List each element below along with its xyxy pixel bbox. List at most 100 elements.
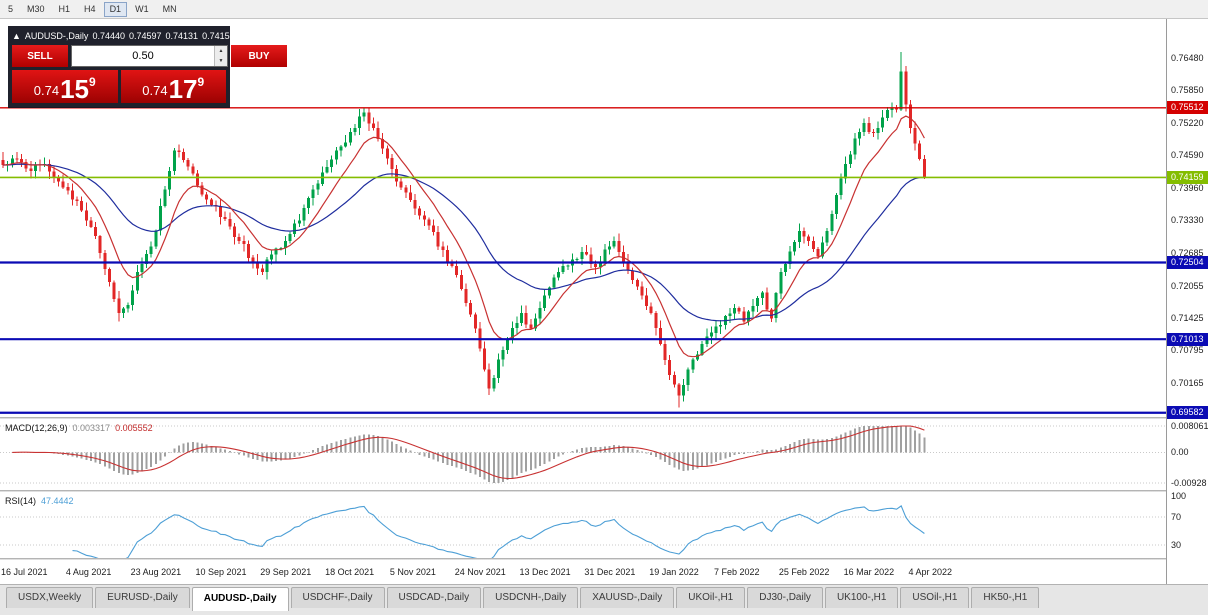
high-value: 0.74597 — [128, 31, 162, 41]
chart-tab-dj30[interactable]: DJ30-,Daily — [747, 587, 823, 608]
time-axis-label: 13 Dec 2021 — [519, 567, 571, 577]
rsi-value: 47.4442 — [41, 496, 74, 506]
open-value: 0.74440 — [92, 31, 125, 41]
ma-slow-line[interactable] — [3, 163, 925, 322]
rsi-axis-label: 100 — [1171, 491, 1187, 501]
price-axis-tick: 0.70165 — [1171, 377, 1204, 388]
timeframe-button-w1[interactable]: W1 — [135, 3, 149, 14]
macd-axis-label: 0.00 — [1171, 447, 1189, 458]
chart-tab-uk100[interactable]: UK100-,H1 — [824, 587, 899, 608]
ask-prefix: 0.74 — [142, 83, 168, 98]
chart-tab-usdcnh[interactable]: USDCNH-,Daily — [483, 587, 579, 608]
macd-signal-line — [12, 425, 925, 480]
macd-histogram — [11, 426, 926, 483]
price-chart-pane[interactable] — [0, 19, 1166, 418]
time-axis-label: 4 Aug 2021 — [65, 567, 112, 577]
timeframe-toolbar: 5 M30 H1 H4 D1 W1 MN — [0, 0, 1208, 19]
time-axis[interactable]: 16 Jul 2021 4 Aug 2021 23 Aug 2021 10 Sep 2… — [0, 560, 1166, 584]
volume-up-icon[interactable]: ▲ — [215, 46, 227, 56]
time-axis-label: 23 Aug 2021 — [130, 567, 182, 577]
rsi-indicator-pane[interactable] — [0, 492, 1166, 558]
chart-tabs-bar: USDX,Weekly EURUSD-,Daily AUDUSD-,Daily USD… — [0, 584, 1208, 615]
timeframe-button-d1[interactable]: D1 — [103, 1, 128, 17]
price-axis-tick: 0.73960 — [1171, 182, 1204, 193]
bid-ask-row: 0.74 15 9 0.74 17 9 — [12, 70, 226, 103]
rsi-line — [72, 505, 925, 558]
bid-pips: 15 — [60, 73, 90, 104]
timeframe-button-h4[interactable]: H4 — [84, 3, 96, 14]
trade-controls-row: SELL ▲ ▼ BUY — [12, 45, 287, 67]
time-axis-label: 29 Sep 2021 — [260, 567, 312, 577]
time-axis-label: 5 Nov 2021 — [389, 567, 436, 577]
price-axis-tick: 0.73330 — [1171, 215, 1204, 226]
price-axis-tick: 0.76480 — [1171, 53, 1204, 64]
price-badge-support-3: 0.69582 — [1167, 406, 1208, 420]
chart-tab-usoil[interactable]: USOil-,H1 — [900, 587, 970, 608]
price-axis-tick: 0.72055 — [1171, 280, 1204, 291]
chart-tab-xauusd[interactable]: XAUUSD-,Daily — [580, 587, 675, 608]
time-axis-label: 16 Mar 2022 — [843, 567, 895, 577]
time-axis-label: 24 Nov 2021 — [454, 567, 506, 577]
time-axis-label: 31 Dec 2021 — [584, 567, 636, 577]
time-axis-label: 18 Oct 2021 — [325, 567, 375, 577]
price-axis[interactable]: 0.76480 0.75850 0.75220 0.74590 0.73960 0.733… — [1166, 19, 1208, 584]
macd-main-value: 0.003317 — [72, 423, 111, 433]
bid-point: 9 — [89, 75, 96, 89]
volume-input[interactable] — [72, 46, 214, 66]
price-axis-tick: 0.75850 — [1171, 85, 1204, 96]
symbol-title: AUDUSD-,Daily — [24, 31, 89, 41]
price-badge-support-2: 0.71013 — [1167, 332, 1208, 346]
volume-box: ▲ ▼ — [71, 45, 228, 67]
macd-name: MACD(12,26,9) — [5, 423, 68, 433]
chart-tab-ukoil[interactable]: UKOil-,H1 — [676, 587, 746, 608]
close-value: 0.74159 — [202, 31, 235, 41]
macd-axis-label: 0.008061 — [1171, 421, 1208, 431]
chart-tab-hk50[interactable]: HK50-,H1 — [971, 587, 1040, 608]
timeframe-button-mn[interactable]: MN — [162, 3, 177, 14]
pane-separator[interactable] — [0, 490, 1208, 492]
timeframe-button-h1[interactable]: H1 — [58, 3, 71, 14]
rsi-axis-label: 30 — [1171, 540, 1182, 550]
buy-button[interactable]: BUY — [231, 45, 287, 67]
price-badge-support-1: 0.72504 — [1167, 256, 1208, 269]
volume-down-icon[interactable]: ▼ — [215, 56, 227, 66]
chart-tab-usdchf[interactable]: USDCHF-,Daily — [290, 587, 385, 608]
price-axis-tick: 0.75220 — [1171, 117, 1204, 128]
chart-tab-usdx[interactable]: USDX,Weekly — [6, 587, 94, 608]
rsi-label: RSI(14) 47.4442 — [5, 496, 74, 506]
chart-tab-audusd[interactable]: AUDUSD-,Daily — [191, 587, 289, 611]
one-click-trade-panel: ▲ AUDUSD-,Daily 0.74440 0.74597 0.74131 … — [8, 26, 287, 108]
volume-stepper: ▲ ▼ — [214, 46, 227, 66]
time-axis-label: 7 Feb 2022 — [714, 567, 760, 577]
price-badge-current-price: 0.74159 — [1167, 170, 1208, 184]
ma-fast-line[interactable] — [2, 115, 925, 358]
macd-label: MACD(12,26,9) 0.003317 0.005552 — [5, 423, 153, 433]
chart-tab-usdcad[interactable]: USDCAD-,Daily — [386, 587, 482, 608]
time-axis-label: 10 Sep 2021 — [195, 567, 247, 577]
ask-pips: 17 — [168, 73, 198, 104]
time-axis-label: 19 Jan 2022 — [649, 567, 699, 577]
macd-axis-label: -0.00928 — [1171, 478, 1207, 488]
macd-indicator-pane[interactable] — [0, 419, 1166, 490]
timeframe-button-m30[interactable]: M30 — [27, 3, 45, 14]
ask-point: 9 — [197, 75, 205, 89]
price-axis-tick: 0.74590 — [1171, 150, 1204, 161]
low-value: 0.74131 — [165, 31, 199, 41]
price-axis-tick: 0.71425 — [1171, 312, 1204, 323]
ask-price-box[interactable]: 0.74 17 9 — [120, 70, 226, 104]
rsi-axis-label: 70 — [1171, 512, 1182, 522]
pane-separator[interactable] — [0, 417, 1208, 419]
rsi-name: RSI(14) — [5, 496, 37, 506]
macd-signal-value: 0.005552 — [115, 423, 153, 433]
price-badge-resistance: 0.75512 — [1167, 101, 1208, 115]
timeframe-button-5[interactable]: 5 — [8, 3, 14, 14]
time-axis-label: 4 Apr 2022 — [908, 567, 953, 577]
chart-tab-eurusd[interactable]: EURUSD-,Daily — [95, 587, 190, 608]
collapse-panel-icon[interactable]: ▲ — [12, 31, 21, 41]
bid-price-box[interactable]: 0.74 15 9 — [12, 70, 118, 103]
time-axis-label: 25 Feb 2022 — [778, 567, 830, 577]
time-axis-label: 16 Jul 2021 — [1, 567, 48, 577]
sell-button[interactable]: SELL — [12, 45, 68, 67]
pane-separator — [0, 558, 1208, 560]
